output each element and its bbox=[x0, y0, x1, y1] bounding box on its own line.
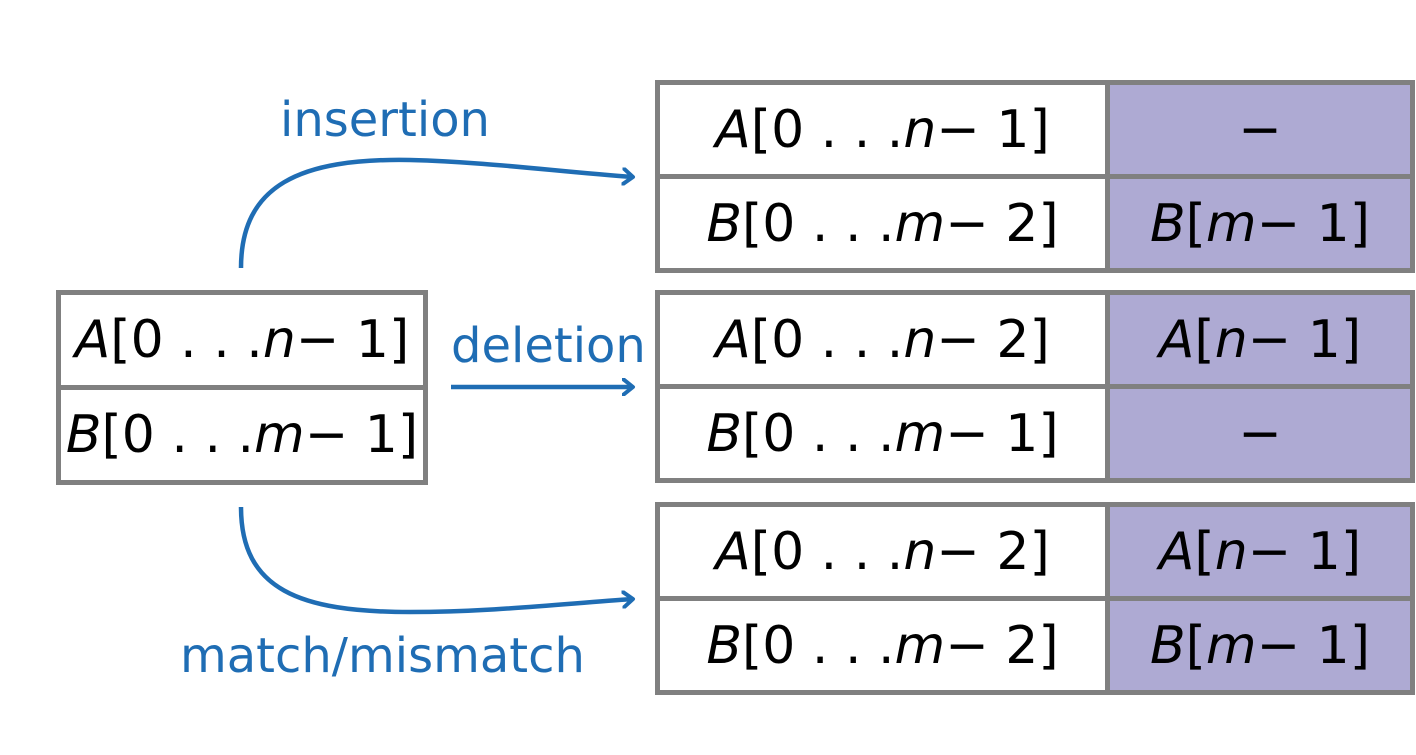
deletion-top-left: A [0 . . . n − 2] bbox=[660, 295, 1105, 384]
insertion-arrow bbox=[238, 157, 633, 269]
match-mismatch-label: match/mismatch bbox=[180, 628, 585, 684]
insertion-bottom-right: B[m − 1] bbox=[1110, 179, 1410, 268]
match-mismatch-arrow bbox=[238, 506, 633, 615]
source-row-a: A [0 . . . n − 1] bbox=[61, 295, 423, 385]
deletion-bottom-left: B [0 . . . m − 1] bbox=[660, 389, 1105, 478]
deletion-label: deletion bbox=[451, 318, 646, 374]
match-bottom-right: B[m − 1] bbox=[1110, 601, 1410, 690]
deletion-bottom-right: − bbox=[1110, 389, 1410, 478]
match-top-left: A [0 . . . n − 2] bbox=[660, 507, 1105, 596]
match-bottom-left: B [0 . . . m − 2] bbox=[660, 601, 1105, 690]
insertion-alignment-box: A [0 . . . n − 1] − B [0 . . . m − 2] B[m … bbox=[655, 80, 1415, 273]
insertion-label: insertion bbox=[280, 92, 490, 148]
source-alignment-box: A [0 . . . n − 1] B [0 . . . m − 1] bbox=[56, 290, 428, 485]
deletion-top-right: A[n − 1] bbox=[1110, 295, 1410, 384]
match-top-right: A[n − 1] bbox=[1110, 507, 1410, 596]
insertion-top-right: − bbox=[1110, 85, 1410, 174]
source-row-b: B [0 . . . m − 1] bbox=[61, 390, 423, 480]
deletion-alignment-box: A [0 . . . n − 2] A[n − 1] B [0 . . . m − … bbox=[655, 290, 1415, 483]
insertion-bottom-left: B [0 . . . m − 2] bbox=[660, 179, 1105, 268]
insertion-top-left: A [0 . . . n − 1] bbox=[660, 85, 1105, 174]
match-mismatch-alignment-box: A [0 . . . n − 2] A[n − 1] B [0 . . . m − … bbox=[655, 502, 1415, 695]
